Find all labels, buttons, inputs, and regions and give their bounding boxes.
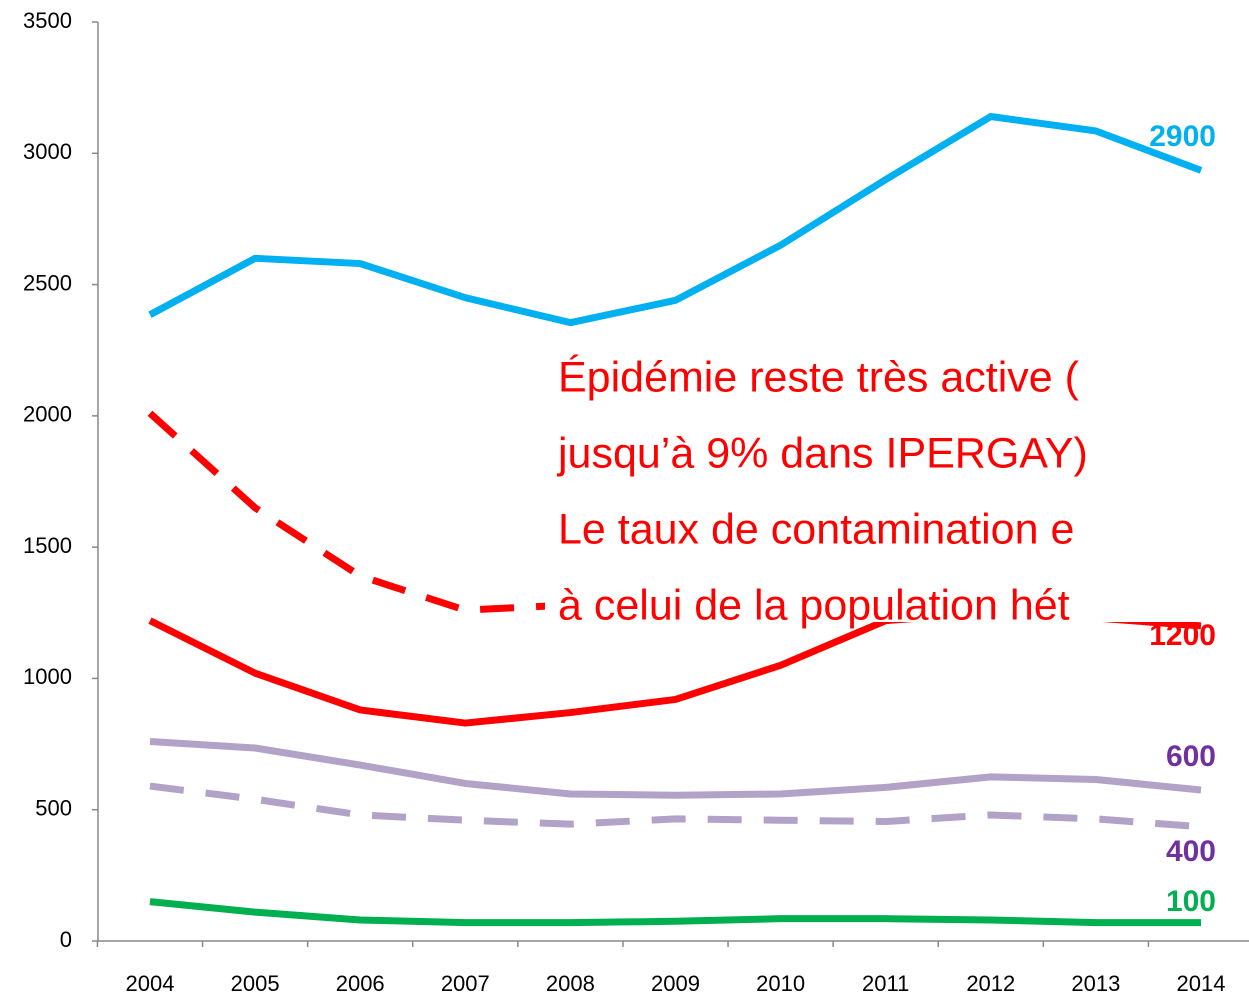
y-tick-label: 3000 (23, 139, 72, 164)
y-tick-label: 1000 (23, 664, 72, 689)
x-tick-label: 2013 (1071, 971, 1120, 996)
y-tick-label: 2500 (23, 270, 72, 295)
end-label: 400 (1166, 835, 1216, 868)
end-label: 2900 (1149, 120, 1216, 153)
x-tick-label: 2009 (651, 971, 700, 996)
y-tick-label: 2000 (23, 402, 72, 427)
series-line (147, 410, 571, 614)
y-tick-label: 3500 (23, 8, 72, 33)
y-tick-label: 1500 (23, 533, 72, 558)
annotation-box (545, 335, 1249, 622)
x-tick-label: 2008 (546, 971, 595, 996)
annotation-text: Le taux de contamination e (558, 505, 1074, 553)
series-line (149, 898, 1201, 927)
x-tick-label: 2014 (1177, 971, 1226, 996)
x-tick-label: 2004 (126, 971, 175, 996)
x-tick-label: 2005 (231, 971, 280, 996)
x-tick-label: 2010 (756, 971, 805, 996)
annotation-text: à celui de la population hét (558, 581, 1070, 629)
end-label: 1200 (1149, 619, 1216, 652)
end-label: 100 (1166, 885, 1216, 918)
y-tick-label: 500 (35, 796, 72, 821)
series-line (149, 782, 1202, 831)
x-tick-label: 2011 (862, 971, 909, 996)
x-tick-label: 2007 (441, 971, 490, 996)
series-line (149, 737, 1202, 799)
x-tick-label: 2006 (336, 971, 385, 996)
annotation-text: Épidémie reste très active ( (558, 353, 1080, 401)
annotation-text: jusqu’à 9% dans IPERGAY) (556, 429, 1088, 477)
y-tick-label: 0 (60, 927, 72, 952)
series-line (148, 113, 1203, 327)
end-label: 600 (1166, 740, 1216, 773)
x-tick-label: 2012 (966, 971, 1015, 996)
